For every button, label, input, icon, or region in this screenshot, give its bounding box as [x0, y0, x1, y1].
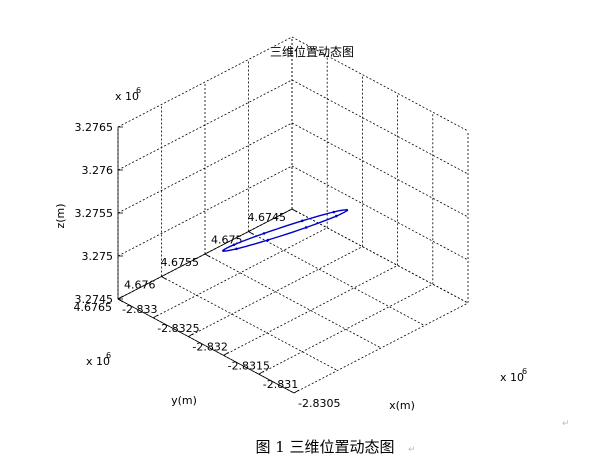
trajectory-point [222, 249, 225, 252]
x-exponent-power: 6 [522, 367, 527, 376]
grid-line [117, 36, 293, 128]
y-tick-label: 4.676 [124, 279, 156, 292]
x-tick-label: -2.8315 [228, 359, 270, 372]
trajectory-point [266, 238, 270, 242]
x-tick-label: -2.831 [263, 378, 298, 391]
y-tick-label: 4.6765 [74, 301, 113, 314]
z-exponent-power: 6 [136, 86, 141, 95]
grid-line [204, 253, 382, 349]
z-tick-label: 3.275 [82, 250, 114, 263]
z-axis-label: z(m) [54, 203, 67, 228]
y-tick-label: 4.6755 [161, 256, 200, 269]
x-axis-line [117, 298, 295, 394]
grid-line [258, 283, 433, 375]
y-tick-mark [291, 208, 298, 213]
trajectory-point [235, 247, 238, 251]
grid-layer [117, 36, 469, 394]
x-tick-label: -2.832 [192, 341, 227, 354]
x-tick-label: -2.8305 [298, 397, 340, 410]
z-exponent-label: x 10 [115, 90, 139, 103]
y-tick-mark [248, 231, 254, 235]
z-tick-label: 3.2765 [75, 121, 114, 134]
trajectory-point [332, 210, 336, 214]
x-tick-mark [152, 314, 159, 319]
margin-paragraph-mark: ↵ [562, 419, 570, 429]
trajectory-point [334, 214, 338, 218]
y-exponent-power: 6 [106, 351, 111, 360]
grid-line [223, 265, 398, 356]
axis-layer [117, 126, 300, 394]
y-tick-label: 4.675 [211, 234, 243, 247]
grid-line [291, 165, 469, 261]
figure-caption: 图 1 三维位置动态图 [255, 438, 394, 456]
grid-line [117, 122, 293, 214]
trajectory-point [300, 219, 304, 223]
x-tick-label: -2.8325 [157, 322, 199, 335]
x-tick-mark [258, 370, 265, 375]
grid-line [117, 165, 293, 257]
grid-line [117, 79, 293, 171]
y-tick-mark [204, 253, 211, 258]
x-axis-label: x(m) [389, 399, 415, 412]
grid-line [291, 208, 469, 304]
trajectory-point [232, 243, 236, 247]
x-tick-mark [188, 333, 194, 337]
grid-line [188, 246, 363, 337]
trajectory-point [304, 226, 308, 229]
z-tick-label: 3.2755 [75, 207, 114, 220]
y-axis-label: y(m) [171, 394, 197, 407]
caption-paragraph-mark: ↵ [408, 445, 416, 455]
chart-title: 三维位置动态图 [270, 44, 354, 59]
series-layer [222, 208, 349, 252]
grid-line [293, 302, 469, 394]
grid-line [291, 79, 469, 175]
grid-line [161, 276, 338, 371]
grid-line [153, 227, 328, 319]
y-exponent-label: x 10 [86, 355, 110, 368]
z-tick-label: 3.276 [82, 164, 114, 177]
grid-line [248, 231, 425, 326]
trajectory-point [345, 208, 349, 212]
x-tick-mark [293, 389, 300, 394]
trajectory-point [262, 232, 266, 235]
x-tick-mark [117, 295, 124, 300]
grid-line [291, 36, 469, 132]
y-tick-mark [161, 276, 167, 280]
y-tick-label: 4.6745 [248, 211, 287, 224]
y-tick-mark [117, 298, 124, 303]
tick-layer: -2.833-2.8325 -2.832-2.8315 -2.831-2.8305 4… [74, 121, 341, 410]
x-exponent-label: x 10 [500, 371, 524, 384]
x-tick-label: -2.833 [122, 303, 157, 316]
grid-line [291, 122, 469, 218]
x-tick-mark [223, 352, 229, 356]
z-tick-label: 3.2745 [75, 293, 114, 306]
